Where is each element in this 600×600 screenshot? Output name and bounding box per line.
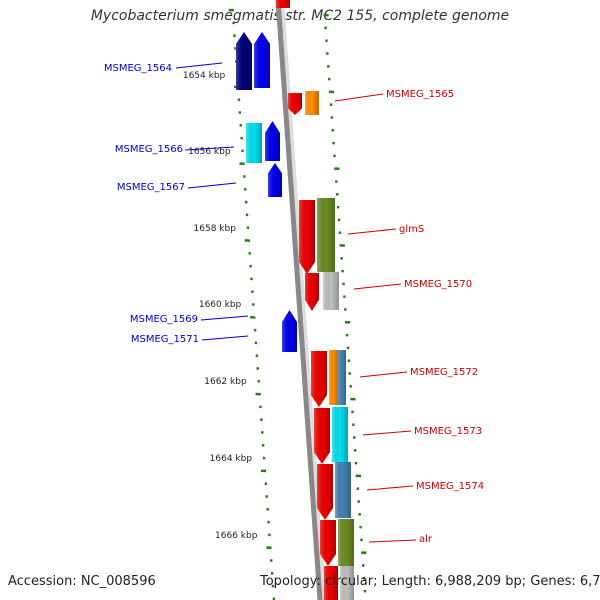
gene-msmeg-1565b [305, 91, 319, 115]
gene-msmeg-1573a [314, 408, 330, 464]
gene-msmeg-1573b-shade [332, 407, 348, 462]
scale-ticks-left [228, 8, 276, 600]
gene-label-leader [201, 335, 249, 341]
scale-label: 1662 kbp [204, 377, 247, 387]
gene-label-leader [334, 93, 384, 102]
gene-msmeg-1574b-shade [335, 462, 351, 518]
gene-msmeg-1572c [338, 350, 346, 405]
gene-label-leader [359, 371, 408, 378]
gene-alr-b [338, 519, 354, 566]
gene-msmeg-1566a [246, 123, 262, 163]
gene-msmeg-1567 [268, 163, 282, 197]
gene-label-right: MSMEG_1570 [404, 279, 472, 290]
scale-label: 1660 kbp [199, 300, 242, 310]
gene-bottom-a [324, 566, 338, 600]
gene-msmeg-1566a-shade [246, 123, 262, 163]
scale-ticks-right [323, 13, 367, 593]
gene-bottom-a-shade [324, 566, 338, 600]
gene-msmeg-1566b [265, 121, 280, 161]
gene-label-right: MSMEG_1574 [416, 481, 484, 492]
gene-label-left: MSMEG_1567 [117, 182, 185, 193]
gene-msmeg-1572c-shade [338, 350, 346, 405]
gene-msmeg-1567-shade [268, 163, 282, 197]
gene-label-leader [362, 430, 412, 436]
gene-top-partial [276, 0, 290, 8]
gene-msmeg-1573a-shade [314, 408, 330, 464]
gene-msmeg-1574a-shade [317, 464, 333, 520]
gene-msmeg-1570b [323, 272, 339, 310]
gene-label-left: MSMEG_1571 [131, 334, 199, 345]
gene-msmeg-1572b [329, 350, 338, 405]
gene-label-leader [175, 62, 223, 69]
gene-msmeg-1570b-shade [323, 272, 339, 310]
gene-msmeg-1565a [288, 93, 302, 115]
gene-msmeg-1574b [335, 462, 351, 518]
map-title: Mycobacterium smegmatis str. MC2 155, co… [90, 8, 510, 24]
gene-msmeg-1564a-shade [236, 32, 252, 90]
gene-alr-b-shade [338, 519, 354, 566]
gene-label-leader [200, 315, 249, 321]
gene-alr-a [320, 520, 336, 566]
gene-glms-b [317, 198, 335, 272]
gene-msmeg-1565b-shade [305, 91, 319, 115]
gene-labels: MSMEG_1564 MSMEG_1566 MSMEG_1567 MSMEG_1569… [104, 62, 484, 545]
gene-label-leader [368, 539, 417, 543]
gene-alr-a-shade [320, 520, 336, 566]
gene-top-partial-shade [276, 0, 290, 8]
gene-msmeg-1565a-shade [288, 93, 302, 115]
summary-text: Topology: circular; Length: 6,988,209 bp… [260, 574, 600, 589]
gene-label-right: alr [419, 534, 433, 545]
gene-msmeg-1571-shade [282, 310, 297, 352]
gene-msmeg-1573b [332, 407, 348, 462]
gene-label-left: MSMEG_1569 [130, 314, 198, 325]
scale-label: 1666 kbp [215, 531, 258, 541]
gene-msmeg-1571 [282, 310, 297, 352]
gene-bottom-b-shade [340, 566, 354, 600]
gene-msmeg-1570a-shade [305, 273, 319, 311]
gene-glms-b-shade [317, 198, 335, 272]
gene-label-leader [187, 182, 237, 189]
gene-glms-a-shade [299, 200, 315, 274]
gene-label-left: MSMEG_1564 [104, 63, 172, 74]
scale-label: 1654 kbp [183, 71, 226, 81]
scale-label: 1656 kbp [188, 147, 231, 157]
accession-text: Accession: NC_008596 [8, 574, 156, 589]
scale-labels: 1654 kbp 1656 kbp 1658 kbp 1660 kbp 1662 kbp… [183, 71, 258, 541]
gene-label-leader [353, 283, 402, 290]
gene-msmeg-1574a [317, 464, 333, 520]
gene-label-leader [366, 485, 414, 491]
gene-msmeg-1572a-shade [311, 351, 327, 407]
gene-label-right: MSMEG_1565 [386, 89, 454, 100]
gene-msmeg-1570a [305, 273, 319, 311]
gene-msmeg-1564a [236, 32, 252, 90]
gene-msmeg-1572a [311, 351, 327, 407]
scale-label: 1658 kbp [194, 224, 237, 234]
gene-label-leader [347, 228, 397, 235]
gene-features [236, 0, 354, 600]
gene-msmeg-1572b-shade [329, 350, 338, 405]
scale-label: 1664 kbp [210, 454, 253, 464]
gene-msmeg-1566b-shade [265, 121, 280, 161]
gene-label-left: MSMEG_1566 [115, 144, 183, 155]
backbone [275, 0, 323, 600]
gene-msmeg-1564b [254, 32, 270, 88]
gene-label-right: MSMEG_1573 [414, 426, 482, 437]
gene-glms-a [299, 200, 315, 274]
gene-msmeg-1564b-shade [254, 32, 270, 88]
gene-label-leader [184, 146, 235, 151]
gene-label-right: MSMEG_1572 [410, 367, 478, 378]
gene-label-right: glmS [399, 224, 424, 235]
gene-bottom-b [340, 566, 354, 600]
